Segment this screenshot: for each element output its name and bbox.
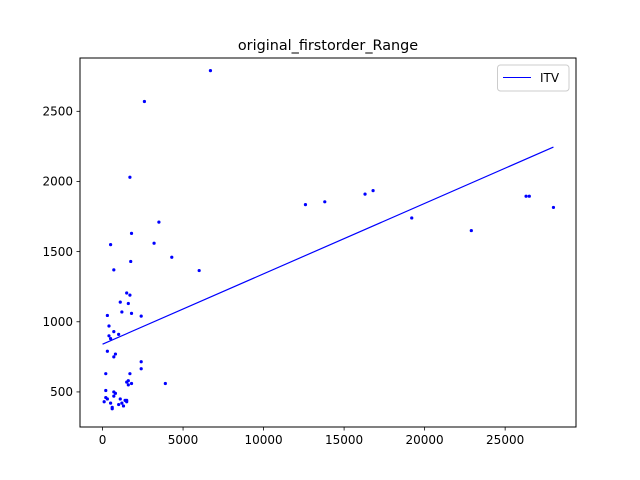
data-point [107, 324, 111, 328]
y-tick-label: 500 [50, 385, 73, 399]
data-point [152, 241, 156, 245]
data-point [112, 268, 116, 272]
data-point [128, 175, 132, 179]
data-point [113, 352, 118, 356]
data-point [139, 367, 143, 371]
data-point [208, 69, 213, 73]
data-point [110, 405, 114, 409]
data-point [129, 311, 134, 315]
data-point [105, 313, 109, 318]
data-point [410, 216, 414, 220]
data-point [126, 379, 130, 383]
y-tick-label: 1500 [42, 245, 73, 259]
data-point [120, 310, 124, 314]
data-point [125, 291, 129, 295]
chart-title: original_firstorder_Range [238, 38, 418, 54]
data-point [112, 390, 116, 394]
data-point [118, 300, 122, 304]
data-point [109, 243, 113, 247]
y-axis: 500 1000 1500 2000 2500 [42, 105, 80, 399]
data-point [117, 332, 121, 336]
data-point [105, 349, 109, 353]
y-tick-label: 1000 [42, 315, 73, 329]
data-point [129, 231, 134, 235]
y-tick-label: 2000 [42, 175, 73, 189]
data-point [109, 401, 113, 405]
data-point [527, 194, 531, 198]
data-point [112, 355, 116, 359]
data-point [163, 381, 167, 386]
data-point [551, 205, 556, 210]
data-point [524, 194, 528, 198]
data-point [107, 334, 111, 338]
data-point [105, 397, 109, 401]
data-points [102, 69, 556, 411]
itv-fit-line [102, 146, 554, 345]
data-point [104, 372, 108, 376]
data-point [112, 394, 116, 398]
data-point [126, 383, 130, 387]
data-point [129, 259, 133, 264]
data-point [157, 220, 161, 224]
y-tick-label: 2500 [42, 105, 73, 119]
data-point [363, 192, 367, 196]
data-point [371, 188, 375, 193]
data-point [118, 397, 122, 401]
data-point [128, 372, 132, 376]
data-point [104, 388, 108, 393]
data-point [102, 400, 106, 404]
x-tick-label: 20000 [406, 433, 444, 447]
x-tick-label: 0 [99, 433, 107, 447]
data-point [120, 401, 124, 405]
legend-box [497, 64, 570, 92]
data-point [109, 337, 113, 341]
x-tick-label: 15000 [325, 433, 363, 447]
data-point [128, 293, 132, 297]
data-point [126, 301, 130, 306]
data-point [121, 404, 126, 408]
data-point [170, 255, 174, 259]
data-point [142, 99, 147, 104]
data-point [323, 200, 327, 204]
x-axis: 0 5000 10000 15000 20000 25000 [99, 427, 524, 447]
data-point [112, 329, 116, 334]
data-point [123, 398, 127, 402]
legend-label: ITV [540, 71, 560, 85]
data-point [139, 314, 143, 318]
data-point [303, 203, 308, 207]
x-tick-label: 25000 [486, 433, 524, 447]
fit-line-layer [102, 146, 554, 345]
plot-frame [79, 57, 577, 428]
x-tick-label: 10000 [244, 433, 282, 447]
data-point [139, 360, 143, 364]
data-point [469, 228, 473, 233]
data-point [197, 268, 201, 273]
data-point [117, 402, 121, 407]
data-point [129, 381, 134, 386]
x-tick-label: 5000 [168, 433, 199, 447]
legend: ITV [497, 64, 570, 92]
